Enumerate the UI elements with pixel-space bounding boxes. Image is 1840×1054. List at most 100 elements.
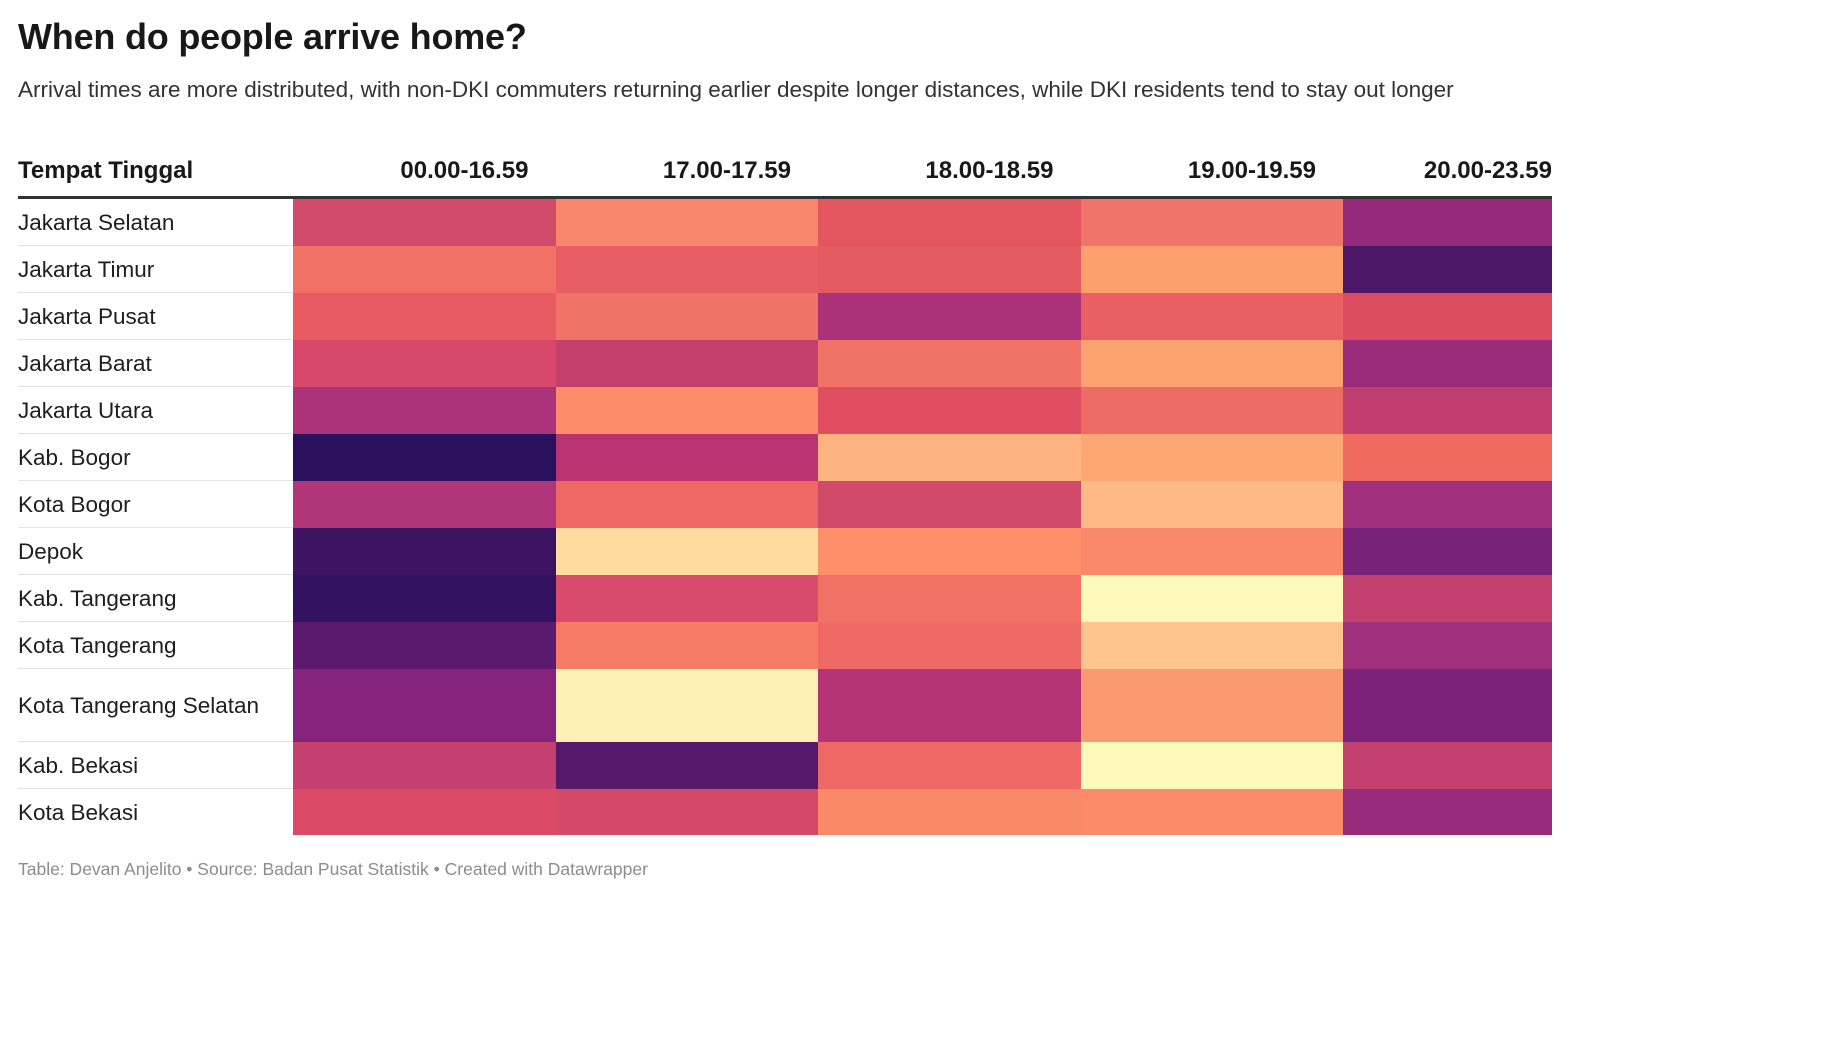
heatmap-cell [1080, 433, 1343, 481]
row-label: Kota Bogor [18, 480, 293, 528]
heatmap-cell [555, 741, 818, 789]
heatmap-cell [293, 668, 556, 742]
heatmap-cell [1080, 292, 1343, 340]
heatmap-cell [818, 197, 1081, 246]
row-label: Kota Tangerang Selatan [18, 668, 293, 742]
heatmap-cell [555, 197, 818, 246]
heatmap-cell [818, 668, 1081, 742]
table-row: Jakarta Pusat [18, 292, 1552, 340]
column-header-19-00-19-59[interactable]: 19.00-19.59 [1080, 146, 1343, 199]
table-row: Jakarta Selatan [18, 197, 1552, 246]
source-notes: Table: Devan Anjelito • Source: Badan Pu… [18, 859, 648, 879]
heatmap-cell [293, 788, 556, 835]
heatmap-cell [555, 668, 818, 742]
heatmap-body: Jakarta Selatan Jakarta Timur Jakarta Pusa… [18, 197, 1552, 835]
heatmap-cell [818, 621, 1081, 669]
heatmap-cell [293, 245, 556, 293]
heatmap-cell [1343, 741, 1552, 789]
heatmap-cell [293, 480, 556, 528]
heatmap-cell [555, 292, 818, 340]
column-header-tempat-tinggal[interactable]: Tempat Tinggal [18, 146, 293, 199]
column-header-00-00-16-59[interactable]: 00.00-16.59 [293, 146, 556, 199]
heatmap-cell [1343, 788, 1552, 835]
heatmap-cell [293, 527, 556, 575]
heatmap-cell [1343, 292, 1552, 340]
heatmap-cell [818, 527, 1081, 575]
row-label: Kab. Bekasi [18, 741, 293, 789]
heatmap-cell [1343, 433, 1552, 481]
heatmap-cell [1343, 621, 1552, 669]
heatmap-cell [1343, 386, 1552, 434]
table-row: Kota Tangerang [18, 621, 1552, 669]
heatmap-cell [555, 574, 818, 622]
row-label: Jakarta Selatan [18, 197, 293, 246]
row-label: Depok [18, 527, 293, 575]
heatmap-cell [818, 292, 1081, 340]
heatmap-cell [818, 245, 1081, 293]
heatmap-cell [555, 245, 818, 293]
heatmap-cell [1080, 245, 1343, 293]
heatmap-cell [1080, 480, 1343, 528]
heatmap-cell [293, 741, 556, 789]
heatmap-cell [818, 574, 1081, 622]
row-label: Kota Tangerang [18, 621, 293, 669]
header-row: Tempat Tinggal 00.00-16.59 17.00-17.59 18.… [18, 146, 1552, 199]
heatmap-cell [1080, 527, 1343, 575]
table-row: Jakarta Barat [18, 339, 1552, 387]
heatmap-cell [1343, 245, 1552, 293]
chart-title: When do people arrive home? [18, 16, 527, 57]
heatmap-cell [1343, 197, 1552, 246]
heatmap-cell [293, 197, 556, 246]
heatmap-cell [1080, 339, 1343, 387]
heatmap-cell [293, 574, 556, 622]
table-row: Jakarta Utara [18, 386, 1552, 434]
heatmap-cell [1080, 788, 1343, 835]
heatmap-cell [293, 386, 556, 434]
heatmap-cell [555, 621, 818, 669]
heatmap-cell [1080, 386, 1343, 434]
heatmap-cell [1343, 339, 1552, 387]
table-row: Kota Bekasi [18, 788, 1552, 835]
heatmap-cell [1080, 621, 1343, 669]
row-label: Jakarta Barat [18, 339, 293, 387]
table-row: Jakarta Timur [18, 245, 1552, 293]
heatmap-cell [1343, 668, 1552, 742]
heatmap-cell [1080, 741, 1343, 789]
table-row: Kab. Bogor [18, 433, 1552, 481]
heatmap-cell [1343, 527, 1552, 575]
row-label: Jakarta Timur [18, 245, 293, 293]
row-label: Jakarta Utara [18, 386, 293, 434]
table-row: Kota Bogor [18, 480, 1552, 528]
heatmap-table: Tempat Tinggal 00.00-16.59 17.00-17.59 18.… [18, 146, 1552, 835]
heatmap-cell [293, 292, 556, 340]
heatmap-cell [818, 339, 1081, 387]
row-label: Jakarta Pusat [18, 292, 293, 340]
column-header-20-00-23-59[interactable]: 20.00-23.59 [1343, 146, 1552, 199]
heatmap-cell [1080, 197, 1343, 246]
row-label: Kab. Bogor [18, 433, 293, 481]
table-row: Kota Tangerang Selatan [18, 668, 1552, 742]
heatmap-cell [555, 386, 818, 434]
heatmap-cell [555, 788, 818, 835]
heatmap-cell [293, 339, 556, 387]
row-label: Kab. Tangerang [18, 574, 293, 622]
table-row: Kab. Bekasi [18, 741, 1552, 789]
heatmap-cell [818, 480, 1081, 528]
chart-subtitle: Arrival times are more distributed, with… [18, 77, 1454, 102]
table-row: Depok [18, 527, 1552, 575]
heatmap-cell [555, 339, 818, 387]
heatmap-cell [1080, 668, 1343, 742]
heatmap-cell [293, 433, 556, 481]
heatmap-cell [818, 386, 1081, 434]
heatmap-cell [555, 480, 818, 528]
heatmap-cell [555, 433, 818, 481]
heatmap-cell [1343, 574, 1552, 622]
table-row: Kab. Tangerang [18, 574, 1552, 622]
heatmap-cell [555, 527, 818, 575]
column-header-17-00-17-59[interactable]: 17.00-17.59 [555, 146, 818, 199]
column-header-18-00-18-59[interactable]: 18.00-18.59 [818, 146, 1081, 199]
heatmap-cell [1343, 480, 1552, 528]
heatmap-cell [293, 621, 556, 669]
row-label: Kota Bekasi [18, 799, 139, 825]
heatmap-cell [1080, 574, 1343, 622]
